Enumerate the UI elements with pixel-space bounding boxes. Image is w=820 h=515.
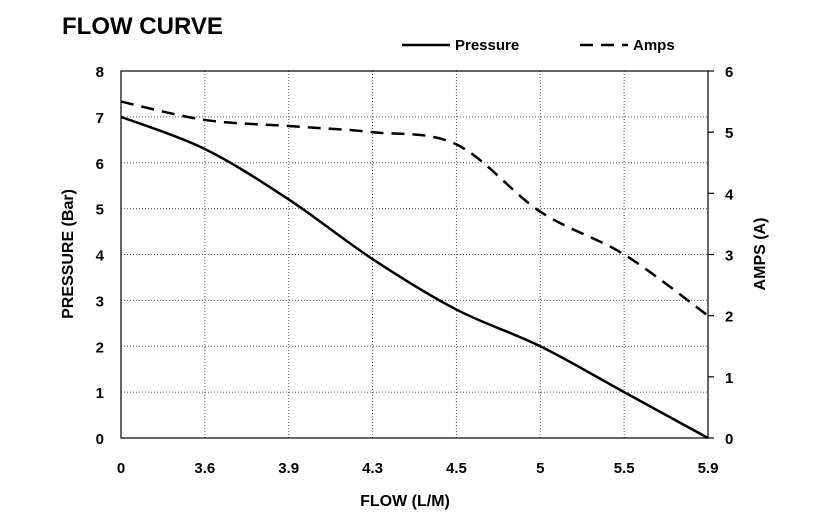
y2-tick-label: 6 bbox=[725, 64, 733, 81]
y-tick-label: 2 bbox=[96, 339, 104, 356]
x-tick-label: 3.9 bbox=[278, 460, 299, 477]
y-tick-label: 0 bbox=[96, 431, 104, 448]
y-tick-label: 8 bbox=[96, 64, 104, 81]
y-tick-label: 3 bbox=[96, 293, 104, 310]
series-layer bbox=[120, 100, 709, 440]
y-tick-label: 7 bbox=[96, 110, 104, 127]
y2-axis-label: AMPS (A) bbox=[752, 218, 769, 291]
x-tick-label: 5.9 bbox=[698, 460, 719, 477]
legend: Pressure Amps bbox=[402, 37, 675, 54]
y-axis-label: PRESSURE (Bar) bbox=[60, 189, 77, 319]
legend-pressure-label: Pressure bbox=[455, 37, 519, 54]
y2-axis-ticks: 0 1 2 3 4 5 6 bbox=[708, 64, 734, 448]
y-tick-label: 5 bbox=[96, 202, 104, 219]
grid-lines bbox=[121, 71, 708, 438]
amps-series-line bbox=[120, 100, 709, 317]
x-tick-label: 5.5 bbox=[614, 460, 635, 477]
y-tick-label: 4 bbox=[96, 248, 105, 265]
y2-tick-label: 1 bbox=[725, 370, 733, 387]
x-tick-label: 5 bbox=[536, 460, 544, 477]
x-axis-label: FLOW (L/M) bbox=[360, 493, 450, 510]
y2-tick-label: 3 bbox=[725, 248, 733, 265]
y-tick-label: 6 bbox=[96, 156, 104, 173]
pressure-series-line bbox=[120, 115, 709, 440]
y-tick-label: 1 bbox=[96, 385, 104, 402]
y2-tick-label: 5 bbox=[725, 125, 733, 142]
legend-amps-label: Amps bbox=[633, 37, 675, 54]
x-tick-label: 4.3 bbox=[362, 460, 383, 477]
x-tick-label: 0 bbox=[117, 460, 125, 477]
chart-title: FLOW CURVE bbox=[62, 13, 223, 40]
y2-tick-label: 2 bbox=[725, 309, 733, 326]
y2-tick-label: 0 bbox=[725, 431, 733, 448]
y2-tick-label: 4 bbox=[725, 186, 734, 203]
y-axis-ticks: 0 1 2 3 4 5 6 7 8 bbox=[96, 64, 105, 448]
x-tick-label: 3.6 bbox=[194, 460, 215, 477]
x-axis-ticks: 0 3.6 3.9 4.3 4.5 5 5.5 5.9 bbox=[117, 460, 719, 477]
x-tick-label: 4.5 bbox=[446, 460, 467, 477]
